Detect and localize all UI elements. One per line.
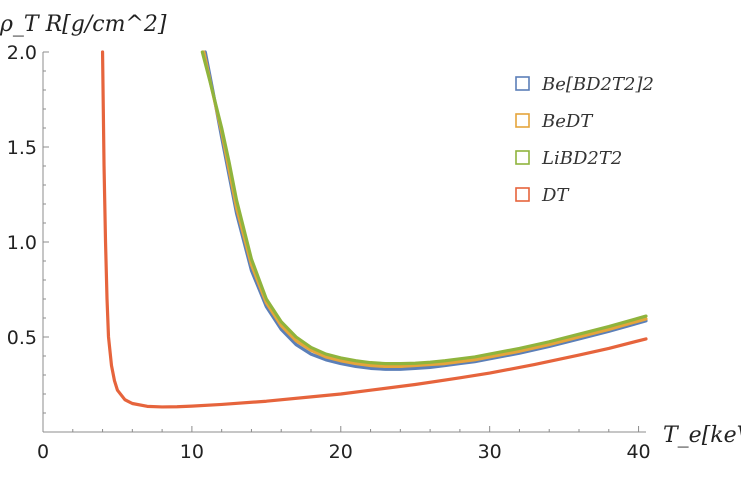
legend-swatch: [515, 150, 530, 165]
y-axis-title: ρ_T R[g/cm^2]: [0, 12, 167, 37]
y-tick-label: 0.5: [7, 327, 37, 349]
legend: Be[BD2T2]2 BeDT LiBD2T2 DT: [515, 74, 654, 206]
legend-label: BeDT: [541, 111, 594, 132]
x-tick-label: 40: [626, 441, 650, 463]
axes: 0 10 20 30 40 0.5 1.0 1.5 2.0: [7, 42, 651, 463]
series-line-be-bd2t2-2: [203, 50, 648, 371]
legend-swatch: [515, 187, 530, 202]
series-line-bedt: [202, 50, 648, 369]
y-tick-label: 2.0: [7, 42, 37, 64]
series-line-libd2t2: [200, 50, 648, 366]
legend-label: DT: [541, 185, 570, 206]
legend-label: Be[BD2T2]2: [541, 74, 654, 95]
series-layer: [100, 50, 648, 409]
y-tick-label: 1.5: [7, 137, 37, 159]
x-tick-label: 20: [329, 441, 353, 463]
x-axis-title: T_e[keV]: [663, 423, 741, 448]
y-tick-label: 1.0: [7, 232, 37, 254]
series-line-dt: [100, 50, 648, 409]
legend-swatch: [515, 113, 530, 128]
x-tick-label: 10: [180, 441, 204, 463]
x-tick-label: 30: [478, 441, 502, 463]
legend-label: LiBD2T2: [541, 148, 622, 169]
x-tick-label: 0: [37, 441, 49, 463]
legend-swatch: [515, 76, 530, 91]
